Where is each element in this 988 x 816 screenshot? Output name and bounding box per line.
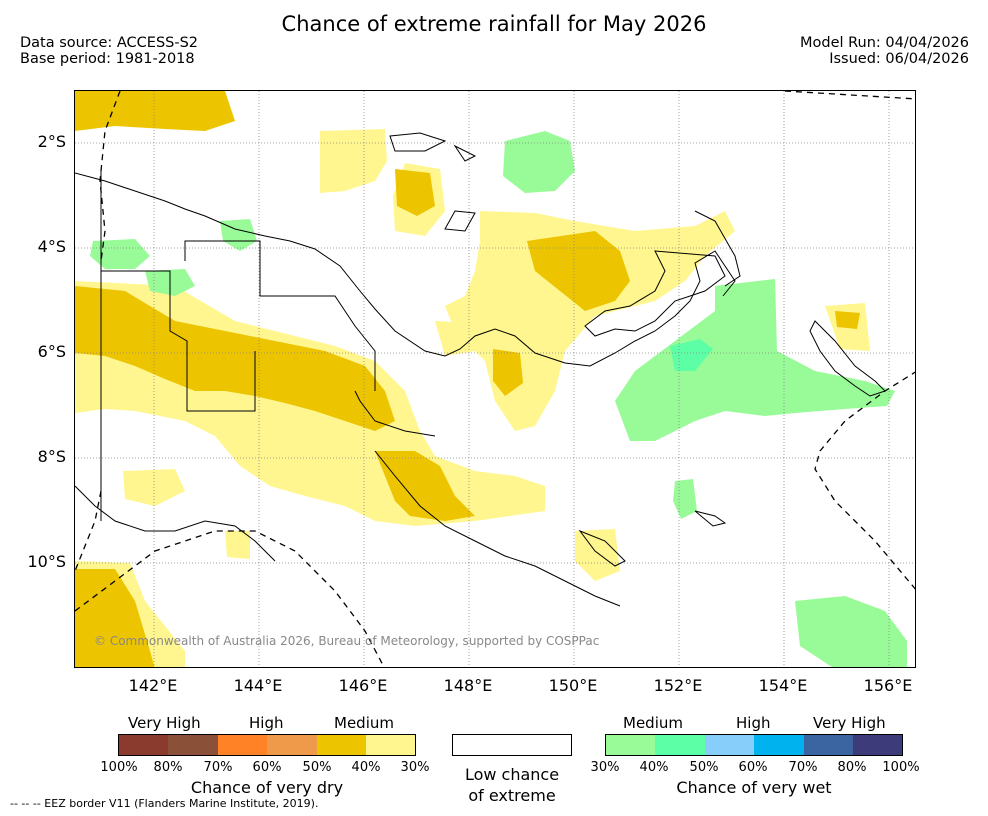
wet-tick: 80% (837, 760, 867, 775)
wet-high-regions (670, 339, 713, 371)
data-source-text: Data source: ACCESS-S2 (20, 35, 199, 51)
wet-caption: Chance of very wet (676, 778, 832, 797)
wet-tick: 70% (788, 760, 818, 775)
base-period-text: Base period: 1981-2018 (20, 51, 195, 67)
wet-tick: 30% (590, 760, 620, 775)
wet-label-high: High (736, 714, 771, 732)
wet-tick: 60% (738, 760, 768, 775)
map-canvas (75, 91, 915, 667)
wet-swatch-6 (853, 735, 902, 755)
wet-swatch-2 (655, 735, 705, 755)
wet-swatch-4 (754, 735, 804, 755)
low-chance-caption: Low chance of extreme (452, 764, 572, 806)
eez-border-note: -- -- -- EEZ border V11 (Flanders Marine… (10, 797, 319, 810)
wet-swatch-3 (705, 735, 754, 755)
map-title: Chance of extreme rainfall for May 2026 (281, 12, 707, 36)
dry-tick: 70% (203, 760, 233, 775)
wet-tick: 100% (882, 760, 920, 775)
run-info: Model Run: 04/04/2026 Issued: 06/04/2026 (800, 35, 969, 67)
wet-swatch-1 (606, 735, 655, 755)
low-chance-box (452, 734, 572, 756)
dry-colorbar (118, 734, 416, 756)
lat-label-2s: 2°S (37, 132, 66, 151)
dry-medium-regions (75, 91, 860, 667)
dry-swatch-3 (218, 735, 267, 755)
dry-tick: 60% (252, 760, 282, 775)
lon-label-142e: 142°E (128, 676, 178, 695)
lon-label-150e: 150°E (548, 676, 598, 695)
model-run-text: Model Run: 04/04/2026 (799, 35, 969, 51)
coastlines (75, 132, 886, 607)
dry-tick: 50% (302, 760, 332, 775)
wet-label-very-high: Very High (813, 714, 886, 732)
lon-label-144e: 144°E (233, 676, 283, 695)
lat-label-4s: 4°S (37, 237, 66, 256)
lon-label-152e: 152°E (653, 676, 703, 695)
dry-tick: 40% (351, 760, 381, 775)
lon-label-156e: 156°E (863, 676, 913, 695)
wet-colorbar (605, 734, 903, 756)
dry-swatch-5 (317, 735, 366, 755)
lon-label-154e: 154°E (758, 676, 808, 695)
lon-label-146e: 146°E (338, 676, 388, 695)
dry-swatch-1 (119, 735, 168, 755)
wet-tick: 40% (639, 760, 669, 775)
copyright-text: © Commonwealth of Australia 2026, Bureau… (94, 634, 600, 648)
low-chance-line1: Low chance (464, 765, 560, 784)
wet-tick: 50% (689, 760, 719, 775)
dry-swatch-4 (267, 735, 317, 755)
dry-tick: 80% (153, 760, 183, 775)
low-chance-line2: of extreme (468, 786, 556, 805)
dry-caption: Chance of very dry (190, 778, 344, 797)
lat-label-6s: 6°S (37, 342, 66, 361)
grid-lines (75, 91, 915, 667)
dry-swatch-2 (168, 735, 218, 755)
lat-label-8s: 8°S (37, 447, 66, 466)
eez-borders (75, 91, 915, 667)
dry-tick: 30% (400, 760, 430, 775)
lat-label-10s: 10°S (27, 552, 66, 571)
wet-swatch-5 (804, 735, 853, 755)
dry-swatch-6 (366, 735, 415, 755)
wet-label-medium: Medium (623, 714, 683, 732)
source-info: Data source: ACCESS-S2 Base period: 1981… (20, 35, 198, 67)
issued-text: Issued: 06/04/2026 (829, 51, 969, 67)
dry-tick: 100% (100, 760, 138, 775)
dry-label-medium: Medium (334, 714, 394, 732)
dry-label-very-high: Very High (128, 714, 201, 732)
lon-label-148e: 148°E (443, 676, 493, 695)
rainfall-map (74, 90, 916, 668)
dry-label-high: High (249, 714, 284, 732)
